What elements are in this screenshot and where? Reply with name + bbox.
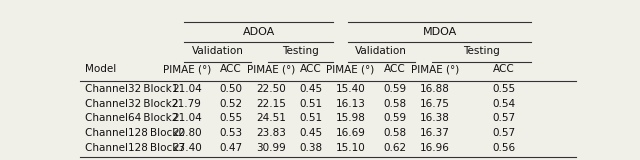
Text: 15.10: 15.10 [335, 143, 365, 153]
Text: Channel32 Block2: Channel32 Block2 [85, 99, 179, 109]
Text: Validation: Validation [192, 46, 244, 56]
Text: 0.53: 0.53 [220, 128, 243, 138]
Text: ACC: ACC [493, 64, 515, 74]
Text: 16.37: 16.37 [420, 128, 449, 138]
Text: 0.47: 0.47 [220, 143, 243, 153]
Text: Testing: Testing [463, 46, 500, 56]
Text: 16.96: 16.96 [420, 143, 449, 153]
Text: 21.79: 21.79 [172, 99, 202, 109]
Text: 0.55: 0.55 [493, 84, 516, 94]
Text: 16.69: 16.69 [335, 128, 365, 138]
Text: Validation: Validation [355, 46, 407, 56]
Text: MDOA: MDOA [422, 27, 457, 37]
Text: Channel64 Block2: Channel64 Block2 [85, 113, 179, 123]
Text: 23.83: 23.83 [256, 128, 286, 138]
Text: 0.55: 0.55 [220, 113, 243, 123]
Text: 0.51: 0.51 [299, 99, 322, 109]
Text: 15.40: 15.40 [335, 84, 365, 94]
Text: 0.54: 0.54 [493, 99, 516, 109]
Text: 20.80: 20.80 [172, 128, 202, 138]
Text: 22.15: 22.15 [256, 99, 286, 109]
Text: ACC: ACC [220, 64, 242, 74]
Text: 0.59: 0.59 [383, 84, 406, 94]
Text: 21.04: 21.04 [172, 113, 202, 123]
Text: Model: Model [85, 64, 116, 74]
Text: 0.62: 0.62 [383, 143, 406, 153]
Text: 27.40: 27.40 [172, 143, 202, 153]
Text: 0.52: 0.52 [220, 99, 243, 109]
Text: 0.59: 0.59 [383, 113, 406, 123]
Text: 0.45: 0.45 [299, 128, 322, 138]
Text: 0.56: 0.56 [493, 143, 516, 153]
Text: 0.45: 0.45 [299, 84, 322, 94]
Text: PIMAE (°): PIMAE (°) [410, 64, 459, 74]
Text: 0.50: 0.50 [220, 84, 243, 94]
Text: 16.38: 16.38 [420, 113, 449, 123]
Text: ADOA: ADOA [243, 27, 275, 37]
Text: 0.58: 0.58 [383, 128, 406, 138]
Text: Testing: Testing [282, 46, 319, 56]
Text: 16.13: 16.13 [335, 99, 365, 109]
Text: 16.88: 16.88 [420, 84, 449, 94]
Text: 0.58: 0.58 [383, 99, 406, 109]
Text: Channel128 Block2: Channel128 Block2 [85, 128, 185, 138]
Text: 30.99: 30.99 [256, 143, 286, 153]
Text: PIMAE (°): PIMAE (°) [163, 64, 211, 74]
Text: 0.57: 0.57 [493, 128, 516, 138]
Text: Channel128 Block3: Channel128 Block3 [85, 143, 185, 153]
Text: ACC: ACC [300, 64, 321, 74]
Text: 21.04: 21.04 [172, 84, 202, 94]
Text: 15.98: 15.98 [335, 113, 365, 123]
Text: 16.75: 16.75 [420, 99, 449, 109]
Text: 0.51: 0.51 [299, 113, 322, 123]
Text: 0.38: 0.38 [299, 143, 322, 153]
Text: 22.50: 22.50 [256, 84, 286, 94]
Text: 24.51: 24.51 [256, 113, 286, 123]
Text: Channel32 Block1: Channel32 Block1 [85, 84, 179, 94]
Text: PIMAE (°): PIMAE (°) [247, 64, 295, 74]
Text: 0.57: 0.57 [493, 113, 516, 123]
Text: ACC: ACC [384, 64, 406, 74]
Text: PIMAE (°): PIMAE (°) [326, 64, 374, 74]
